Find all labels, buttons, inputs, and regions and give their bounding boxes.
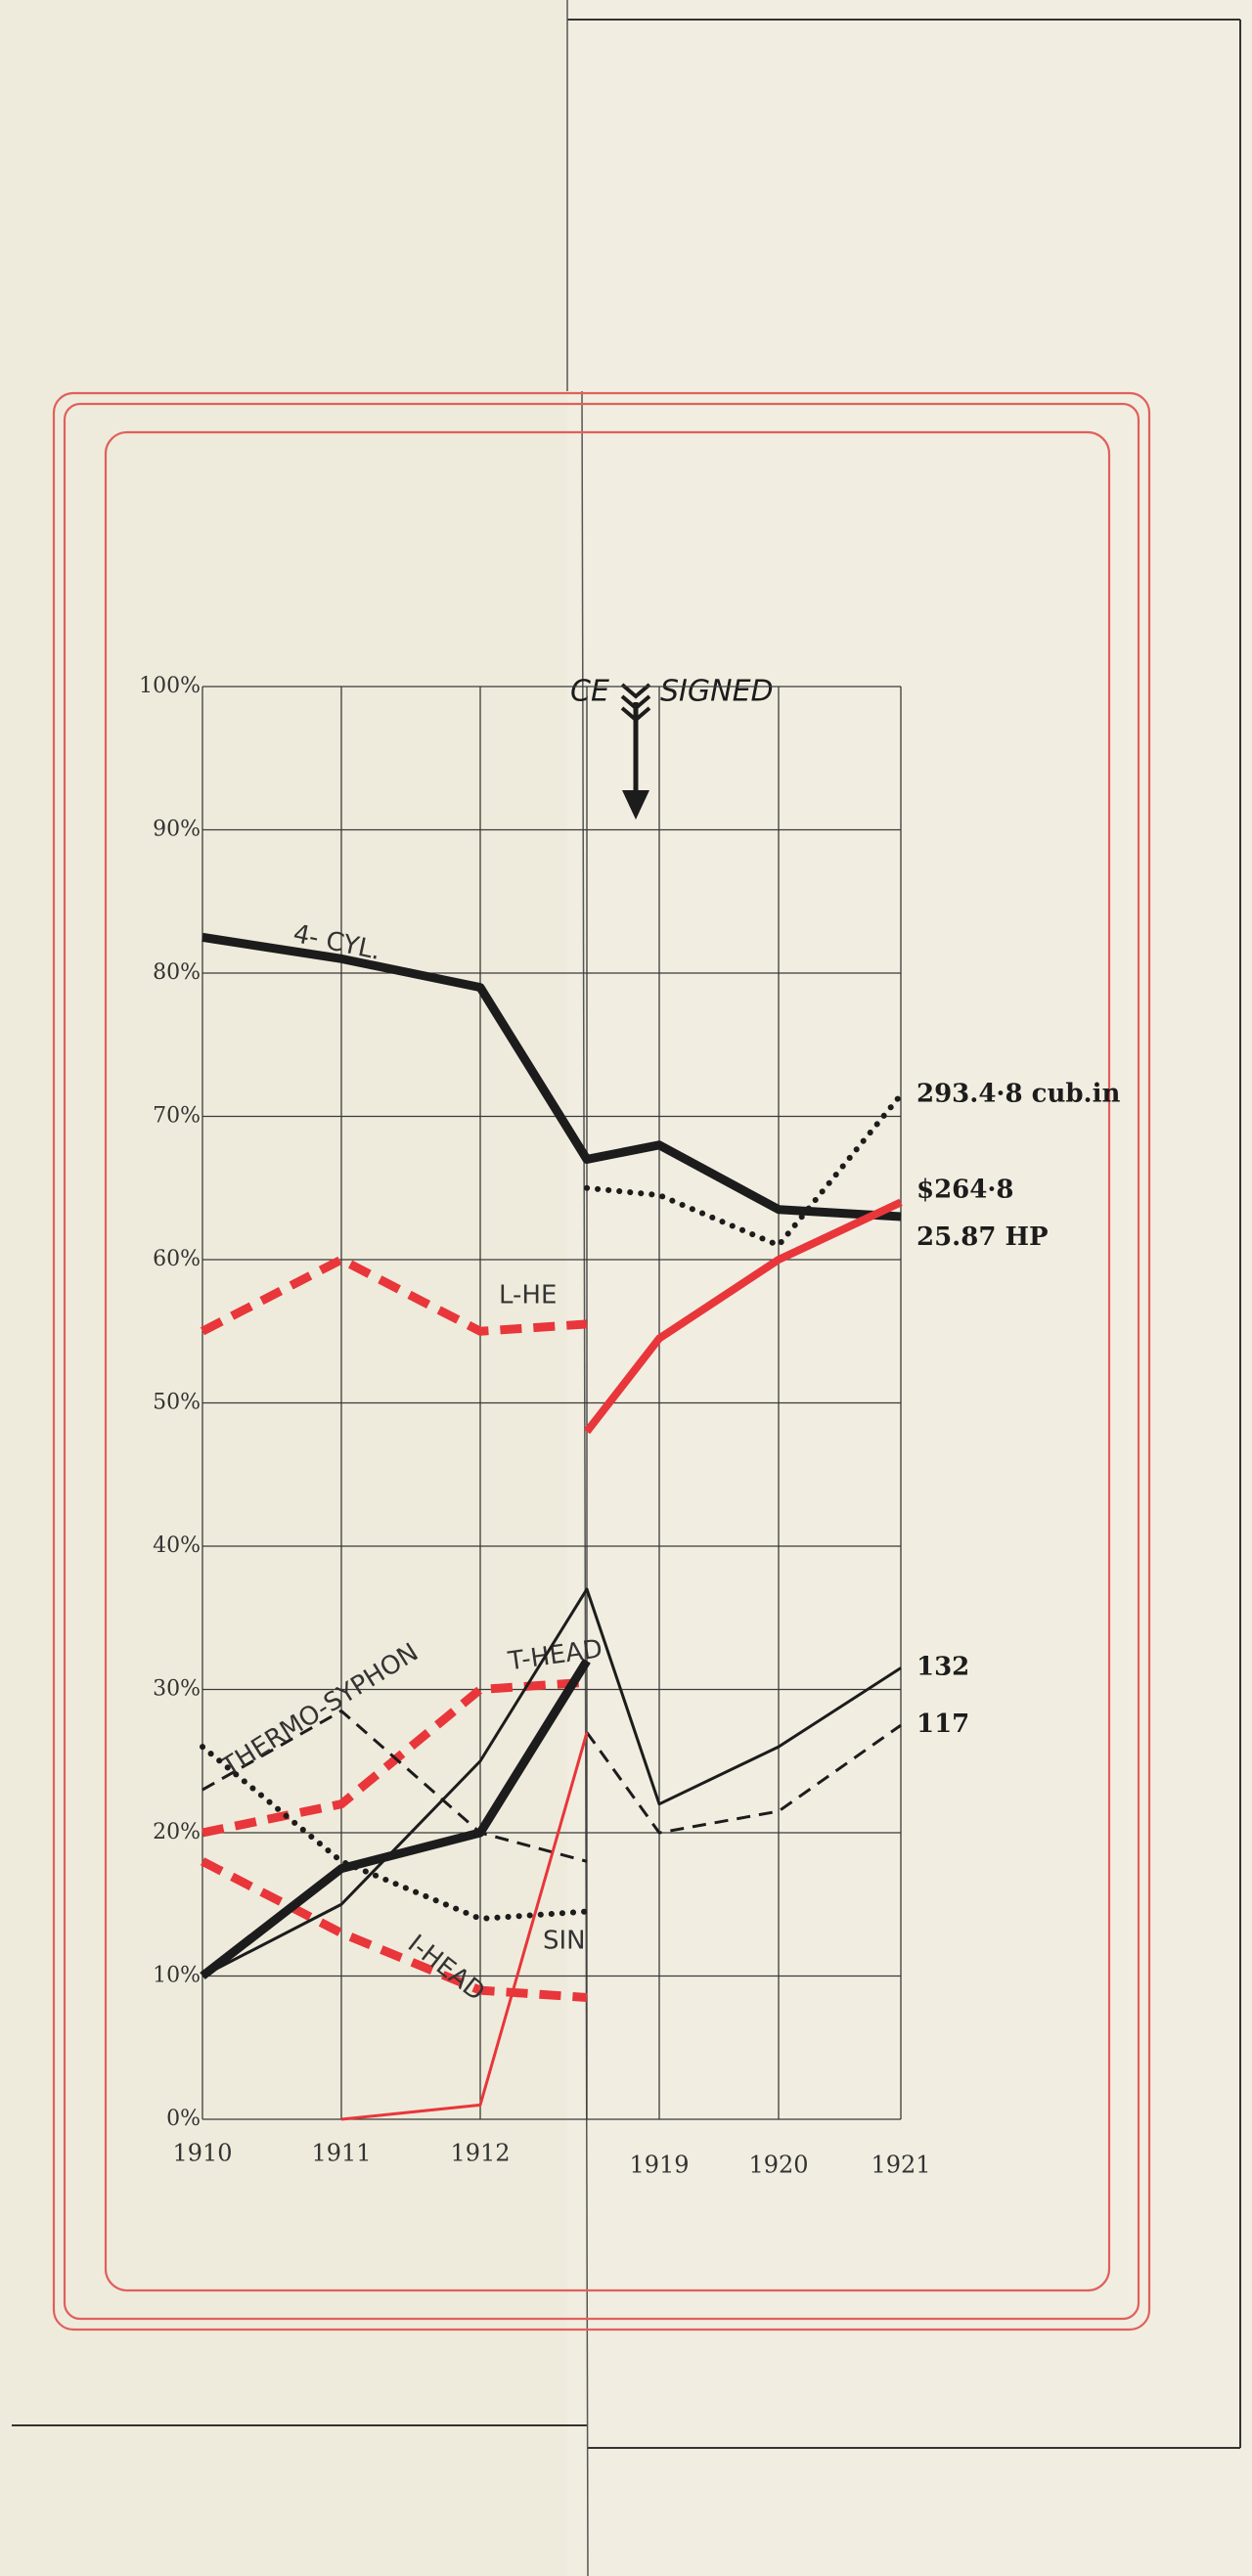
y-tick-label: 20% [153, 1820, 201, 1844]
series-line [340, 1732, 589, 2121]
y-tick-label: 50% [153, 1391, 201, 1415]
frame [63, 402, 1140, 2321]
y-tick-label: 100% [139, 674, 201, 698]
x-tick-label: 1912 [450, 2140, 510, 2167]
y-tick-label: 30% [153, 1677, 201, 1702]
frame [52, 391, 1151, 2332]
y-tick-label: 60% [153, 1247, 201, 1271]
end-label: 132 [917, 1653, 969, 1682]
series-label: L-HE [499, 1281, 557, 1310]
series-line [583, 1198, 903, 1435]
series-line [201, 932, 902, 1221]
end-label: 293.4·8 cub.in [917, 1080, 1120, 1109]
frame [104, 430, 1111, 2292]
y-tick-label: 70% [153, 1104, 201, 1129]
y-tick-label: 0% [166, 2107, 201, 2131]
series-line [201, 1587, 902, 1977]
annotation: CE [570, 675, 609, 709]
annotation: SIGNED [660, 675, 774, 709]
fold [581, 390, 589, 2576]
series-line [200, 1255, 588, 1336]
x-tick-label: 1920 [748, 2152, 808, 2179]
end-label: 117 [917, 1710, 969, 1739]
arrow [620, 683, 651, 820]
y-tick-label: 80% [153, 960, 201, 985]
x-tick-label: 1921 [871, 2152, 930, 2179]
y-tick-label: 90% [153, 818, 201, 842]
series-line [200, 1857, 588, 2002]
series-label: SIN [543, 1927, 586, 1956]
left-page [0, 0, 567, 2576]
x-tick-label: 1911 [311, 2140, 371, 2167]
end-label: $264·8 [917, 1175, 1014, 1204]
x-tick-label: 1919 [629, 2152, 689, 2179]
series-line [200, 1658, 591, 1980]
series-line [201, 1709, 588, 1863]
y-tick-label: 10% [153, 1964, 201, 1988]
y-tick-label: 40% [153, 1533, 201, 1558]
series-line [201, 1677, 588, 1838]
series-line [585, 1723, 902, 1835]
end-label: 25.87 HP [917, 1222, 1049, 1252]
x-tick-label: 1910 [172, 2140, 232, 2167]
